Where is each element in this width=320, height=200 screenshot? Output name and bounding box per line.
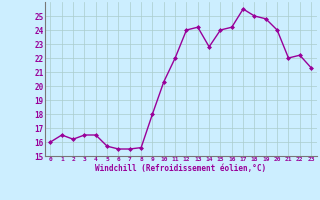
X-axis label: Windchill (Refroidissement éolien,°C): Windchill (Refroidissement éolien,°C) (95, 164, 266, 173)
